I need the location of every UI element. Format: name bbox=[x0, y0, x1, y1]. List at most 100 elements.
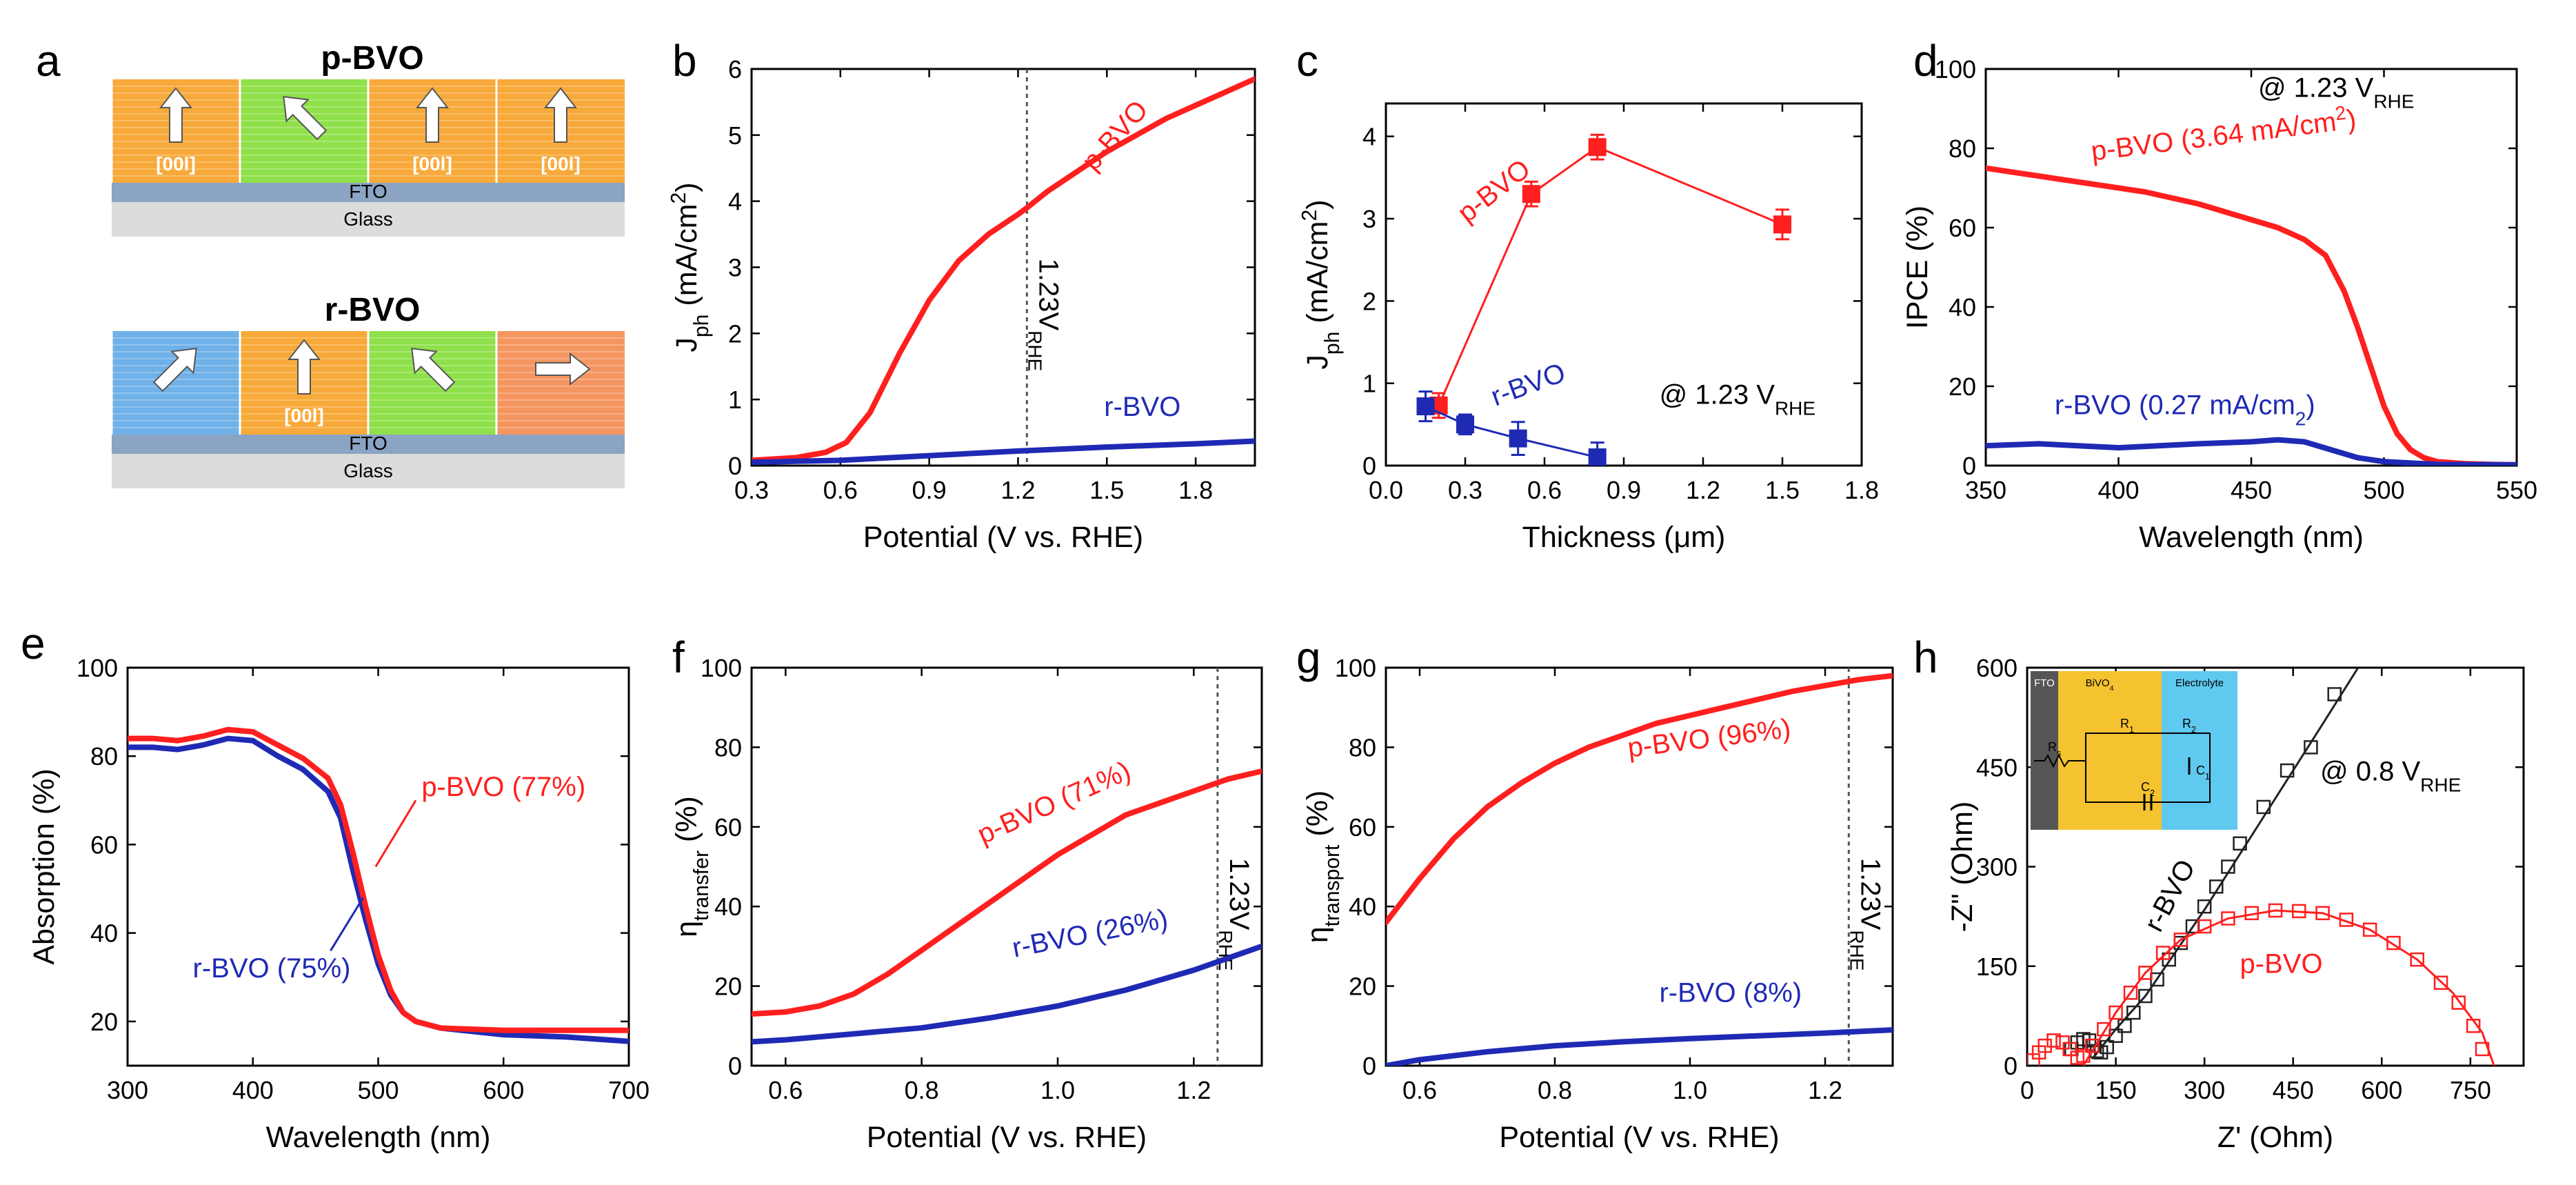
series-annotation-g-part: r-BVO (8%) bbox=[1659, 978, 1802, 1008]
y-axis-label-b-part: ph bbox=[690, 315, 713, 337]
panel-letter-h: h bbox=[1913, 633, 1938, 682]
inset-circuit-label: Rs bbox=[2048, 740, 2061, 758]
inset-electrolyte-layer bbox=[2162, 671, 2237, 830]
plot-frame-g bbox=[1385, 666, 1894, 1067]
y-axis-label-h: -Z" (Ohm) bbox=[1946, 801, 1979, 933]
x-tick-label-h: 450 bbox=[2273, 1076, 2314, 1104]
y-tick-label-g: 20 bbox=[1349, 973, 1376, 1001]
x-axis-label-d: Wavelength (nm) bbox=[2139, 521, 2364, 554]
panel-letter-f: f bbox=[672, 633, 685, 682]
data-point-p-bvo bbox=[2292, 904, 2306, 919]
series-group-e bbox=[128, 726, 629, 1044]
x-tick-label-d: 450 bbox=[2231, 476, 2272, 504]
grain-orientation-arrow-icon bbox=[283, 96, 328, 141]
series-group-c bbox=[1416, 133, 1791, 466]
y-tick-label-b: 1 bbox=[728, 386, 742, 414]
series-line-r-bvo-c bbox=[1425, 405, 1598, 459]
y-axis-label-c-part: ) bbox=[1301, 199, 1334, 209]
y-axis-label-b-part: 2 bbox=[667, 192, 690, 204]
series-line-p-bvo-b bbox=[752, 76, 1255, 464]
y-tick-label-b: 0 bbox=[728, 452, 742, 480]
inset-circuit-label-part: 2 bbox=[2150, 788, 2155, 798]
inset-circuit-label-part: R bbox=[2120, 717, 2129, 730]
y-tick-label-e: 20 bbox=[90, 1008, 118, 1036]
y-axis-label-e-part: Absorption (%) bbox=[28, 768, 61, 964]
inset-label-bivo4-part: 4 bbox=[2110, 684, 2114, 693]
condition-label-h: @ 0.8 VRHE bbox=[2320, 756, 2461, 795]
series-annotation-e-part: r-BVO (75%) bbox=[193, 953, 351, 984]
x-tick-label-e: 400 bbox=[232, 1076, 274, 1104]
data-point-r-bvo bbox=[2209, 879, 2224, 894]
y-axis-label-c: Jph (mA/cm2) bbox=[1298, 199, 1344, 369]
x-tick-label-h: 300 bbox=[2184, 1076, 2225, 1104]
x-tick-label-f: 0.8 bbox=[905, 1076, 939, 1104]
y-tick-label-g: 60 bbox=[1349, 813, 1376, 842]
data-point-r-bvo bbox=[1509, 429, 1527, 448]
y-axis-label-h-part: -Z" (Ohm) bbox=[1946, 801, 1979, 933]
x-tick-label-c: 0.6 bbox=[1527, 476, 1562, 504]
schematic-title-p-bvo: p-BVO bbox=[321, 40, 423, 77]
condition-label-c: @ 1.23 VRHE bbox=[1660, 380, 1816, 419]
data-point-r-bvo bbox=[2138, 988, 2153, 1004]
y-tick-label-e: 80 bbox=[90, 742, 118, 770]
y-tick-label-g: 100 bbox=[1335, 654, 1376, 682]
inset-circuit-label: R1 bbox=[2120, 717, 2134, 735]
schematic-direction-label: [00l] bbox=[284, 405, 324, 426]
reference-line-label-g-part: 1.23V bbox=[1855, 858, 1885, 930]
x-tick-label-d: 400 bbox=[2097, 476, 2139, 504]
schematic-r-bvo-columns: [00l] FTO Glass bbox=[110, 331, 625, 488]
y-tick-label-h: 0 bbox=[2004, 1052, 2017, 1080]
data-point-p-bvo bbox=[2037, 1038, 2052, 1053]
x-tick-label-d: 350 bbox=[1965, 476, 2006, 504]
reference-line-label-f-part: 1.23V bbox=[1224, 858, 1254, 930]
data-point-p-bvo bbox=[2062, 1042, 2077, 1057]
reference-line-label-f-part: RHE bbox=[1215, 930, 1236, 970]
schematic-grain-2 bbox=[368, 331, 496, 435]
data-point-r-bvo bbox=[2221, 859, 2235, 874]
data-point-p-bvo bbox=[2244, 906, 2259, 921]
y-tick-label-d: 80 bbox=[1949, 135, 1976, 163]
data-point-r-bvo bbox=[2304, 740, 2318, 755]
data-point-r-bvo bbox=[2082, 1033, 2097, 1048]
x-tick-label-h: 150 bbox=[2095, 1076, 2137, 1104]
y-tick-label-f: 0 bbox=[728, 1052, 742, 1080]
inset-label-bivo4: BiVO4 bbox=[2086, 677, 2114, 693]
grain-orientation-arrow-icon bbox=[411, 348, 456, 392]
inset-circuit-label: R2 bbox=[2182, 717, 2196, 735]
data-point-p-bvo bbox=[2362, 922, 2377, 937]
x-tick-label-c: 1.2 bbox=[1686, 476, 1720, 504]
x-axis-label-b: Potential (V vs. RHE) bbox=[863, 521, 1143, 554]
schematic-fto-label: FTO bbox=[349, 432, 387, 454]
x-tick-label-g: 0.6 bbox=[1402, 1076, 1437, 1104]
chart-h-nyquist-plot: 0 150 300 450 600 750 0 150 300 450 600 Z' (Ohm) -Z"… bbox=[1946, 654, 2525, 1154]
inset-circuit-label-part: R bbox=[2182, 717, 2191, 730]
series-line-p-bvo-e bbox=[128, 726, 629, 1033]
condition-label-d-part: RHE bbox=[2373, 90, 2414, 112]
panel-letter-g: g bbox=[1296, 633, 1321, 682]
schematic-fto-label: FTO bbox=[349, 181, 387, 202]
inset-fto-layer bbox=[2031, 671, 2058, 830]
y-tick-label-b: 5 bbox=[728, 121, 742, 150]
x-tick-label-c: 0.3 bbox=[1448, 476, 1482, 504]
data-point-r-bvo bbox=[1456, 415, 1474, 434]
y-tick-label-c: 3 bbox=[1362, 205, 1376, 233]
data-point-p-bvo bbox=[2386, 935, 2401, 950]
series-annotation-d-part: r-BVO (0.27 mA/cm bbox=[2055, 390, 2295, 420]
series-annotation-e-part: p-BVO (77%) bbox=[421, 772, 585, 802]
inset-circuit-label: C2 bbox=[2141, 780, 2155, 798]
series-annotation-d: r-BVO (0.27 mA/cm2) bbox=[2055, 390, 2315, 429]
data-point-p-bvo bbox=[2046, 1033, 2061, 1048]
x-tick-label-b: 1.5 bbox=[1089, 476, 1124, 504]
schematic-p-bvo-columns: [00l] [00l] [00l] FTO Glass bbox=[110, 79, 625, 237]
grain-orientation-arrow-icon bbox=[543, 87, 578, 143]
y-axis-label-c-part: ph bbox=[1321, 332, 1344, 355]
y-tick-label-d: 60 bbox=[1949, 214, 1976, 242]
grain-orientation-arrow-icon bbox=[535, 352, 591, 386]
y-tick-label-e: 60 bbox=[90, 830, 118, 859]
grain-orientation-arrow-icon bbox=[415, 87, 450, 143]
y-tick-label-c: 0 bbox=[1362, 452, 1376, 480]
data-point-r-bvo bbox=[1588, 448, 1607, 466]
x-axis-label-f: Potential (V vs. RHE) bbox=[867, 1121, 1147, 1154]
schematic-fto-layer bbox=[112, 435, 625, 454]
y-axis-label-c-part: 2 bbox=[1298, 210, 1321, 221]
